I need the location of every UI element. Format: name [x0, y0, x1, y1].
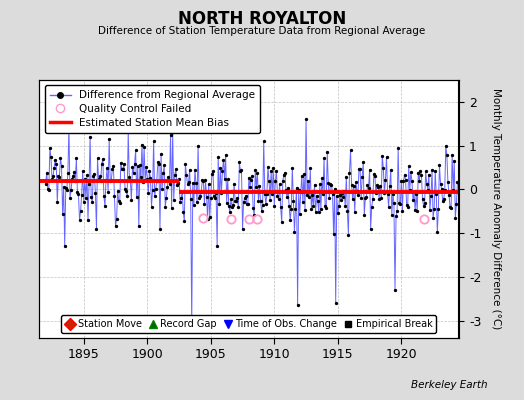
Legend: Station Move, Record Gap, Time of Obs. Change, Empirical Break: Station Move, Record Gap, Time of Obs. C… — [61, 315, 436, 333]
Text: Berkeley Earth: Berkeley Earth — [411, 380, 487, 390]
Text: Difference of Station Temperature Data from Regional Average: Difference of Station Temperature Data f… — [99, 26, 425, 36]
Y-axis label: Monthly Temperature Anomaly Difference (°C): Monthly Temperature Anomaly Difference (… — [491, 88, 501, 330]
Text: NORTH ROYALTON: NORTH ROYALTON — [178, 10, 346, 28]
